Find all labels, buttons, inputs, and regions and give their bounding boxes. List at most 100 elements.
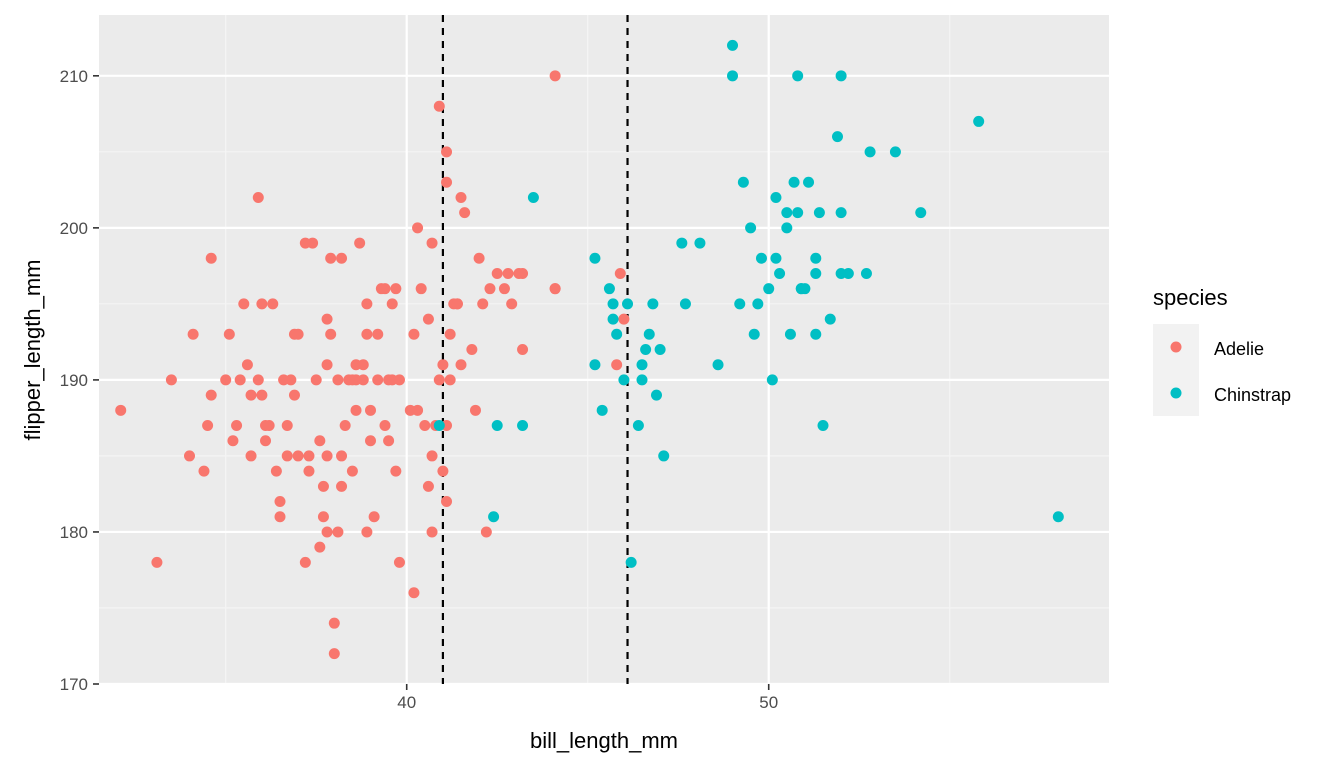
point-chinstrap (603, 283, 615, 295)
point-adelie (115, 404, 127, 416)
point-chinstrap (781, 207, 793, 219)
point-adelie (274, 496, 286, 508)
point-chinstrap (650, 389, 662, 401)
point-adelie (263, 420, 275, 432)
point-chinstrap (640, 344, 652, 355)
legend-label-chinstrap: Chinstrap (1214, 385, 1291, 405)
point-adelie (321, 526, 333, 538)
point-adelie (292, 450, 304, 462)
point-chinstrap (727, 70, 739, 82)
point-adelie (390, 283, 402, 295)
point-adelie (332, 374, 344, 386)
point-chinstrap (973, 115, 985, 127)
y-tick-label: 190 (60, 371, 88, 390)
point-adelie (227, 435, 239, 447)
point-adelie (231, 420, 243, 432)
point-chinstrap (433, 420, 445, 432)
point-adelie (325, 252, 337, 264)
point-chinstrap (679, 298, 691, 310)
point-adelie (393, 374, 405, 386)
point-adelie (321, 450, 333, 462)
point-adelie (455, 359, 467, 371)
point-chinstrap (889, 146, 901, 158)
point-adelie (390, 465, 402, 477)
point-adelie (484, 283, 496, 295)
point-adelie (415, 283, 427, 295)
point-chinstrap (770, 252, 782, 264)
point-adelie (365, 435, 377, 447)
point-adelie (444, 328, 456, 340)
point-adelie (466, 344, 478, 355)
point-adelie (260, 435, 272, 447)
point-adelie (422, 480, 434, 492)
point-chinstrap (676, 237, 688, 249)
point-adelie (245, 450, 257, 462)
point-adelie (288, 389, 300, 401)
y-axis-title: flipper_length_mm (20, 260, 45, 441)
x-tick-label: 40 (397, 693, 416, 712)
legend-marker-chinstrap (1170, 387, 1182, 399)
point-chinstrap (636, 374, 648, 386)
point-adelie (256, 298, 268, 310)
point-adelie (292, 328, 304, 340)
point-chinstrap (625, 556, 637, 568)
point-adelie (310, 374, 322, 386)
point-adelie (314, 541, 326, 553)
point-adelie (469, 404, 481, 416)
point-chinstrap (810, 252, 822, 264)
point-adelie (205, 389, 217, 401)
point-adelie (350, 404, 362, 416)
point-chinstrap (824, 313, 836, 325)
point-adelie (379, 420, 391, 432)
point-chinstrap (745, 222, 757, 234)
point-adelie (372, 374, 384, 386)
point-chinstrap (589, 359, 601, 371)
point-adelie (441, 496, 453, 508)
point-adelie (187, 328, 199, 340)
point-chinstrap (803, 176, 815, 188)
legend-marker-adelie (1170, 341, 1182, 353)
point-adelie (433, 374, 445, 386)
point-adelie (419, 420, 431, 432)
point-chinstrap (643, 328, 655, 340)
point-adelie (299, 237, 311, 249)
point-adelie (386, 298, 398, 310)
point-chinstrap (618, 374, 630, 386)
point-chinstrap (860, 267, 872, 279)
grid-major (99, 15, 1109, 686)
point-adelie (321, 359, 333, 371)
legend-title: species (1153, 285, 1228, 310)
point-adelie (346, 465, 358, 477)
point-chinstrap (611, 328, 623, 340)
point-adelie (412, 222, 424, 234)
y-axis-ticks: 170 180 190 200 210 (60, 67, 99, 694)
point-chinstrap (727, 39, 739, 51)
point-chinstrap (810, 267, 822, 279)
point-adelie (614, 267, 626, 279)
point-adelie (151, 556, 163, 568)
point-adelie (549, 70, 561, 82)
point-chinstrap (774, 267, 786, 279)
point-adelie (165, 374, 177, 386)
point-adelie (365, 404, 377, 416)
point-chinstrap (835, 207, 847, 219)
point-adelie (223, 328, 235, 340)
point-chinstrap (647, 298, 659, 310)
point-chinstrap (596, 404, 608, 416)
point-adelie (368, 511, 380, 523)
point-chinstrap (835, 70, 847, 82)
point-adelie (549, 283, 561, 295)
point-adelie (336, 252, 348, 264)
point-chinstrap (734, 298, 746, 310)
point-adelie (321, 313, 333, 325)
point-adelie (317, 511, 329, 523)
point-adelie (383, 374, 395, 386)
point-adelie (459, 207, 471, 219)
point-chinstrap (654, 344, 666, 355)
x-axis-ticks: 40 50 (397, 684, 778, 712)
point-adelie (433, 100, 445, 112)
point-adelie (437, 359, 449, 371)
point-chinstrap (864, 146, 876, 158)
y-tick-label: 210 (60, 67, 88, 86)
